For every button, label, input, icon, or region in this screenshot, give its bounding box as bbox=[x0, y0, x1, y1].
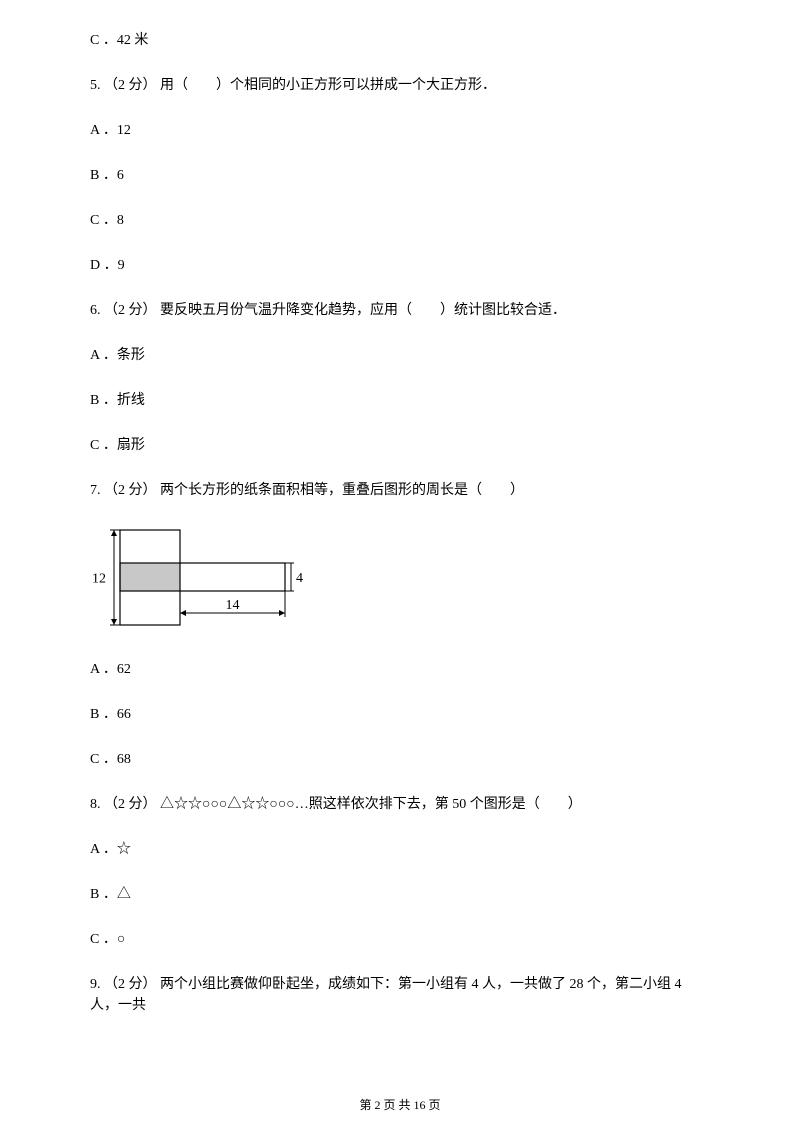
q8-option-a: A ．☆ bbox=[90, 839, 710, 860]
q6-option-c: C ．扇形 bbox=[90, 435, 710, 456]
q5-option-b: B ．6 bbox=[90, 165, 710, 186]
q6-stem: 6. （2 分） 要反映五月份气温升降变化趋势，应用（ ）统计图比较合适． bbox=[90, 300, 710, 321]
q9-text: 两个小组比赛做仰卧起坐，成绩如下：第一小组有 4 人，一共做了 28 个，第二小… bbox=[90, 977, 682, 1013]
q5-option-c: C ．8 bbox=[90, 210, 710, 231]
q8-number: 8. bbox=[90, 797, 101, 812]
svg-text:4: 4 bbox=[296, 571, 303, 586]
q7-option-a: A ．62 bbox=[90, 659, 710, 680]
q5-text: 用（ ）个相同的小正方形可以拼成一个大正方形． bbox=[160, 78, 496, 93]
q5-stem: 5. （2 分） 用（ ）个相同的小正方形可以拼成一个大正方形． bbox=[90, 75, 710, 96]
q8-text: △☆☆○○○△☆☆○○○…照这样依次排下去，第 50 个图形是（ ） bbox=[160, 797, 582, 812]
page-footer: 第 2 页 共 16 页 bbox=[0, 1096, 800, 1114]
q7-option-b: B ．66 bbox=[90, 704, 710, 725]
q5-number: 5. bbox=[90, 78, 101, 93]
q7-diagram: 12 14 4 bbox=[90, 525, 310, 635]
q5-option-d: D ．9 bbox=[90, 255, 710, 276]
q6-text: 要反映五月份气温升降变化趋势，应用（ ）统计图比较合适． bbox=[160, 303, 566, 318]
q9-stem: 9. （2 分） 两个小组比赛做仰卧起坐，成绩如下：第一小组有 4 人，一共做了… bbox=[90, 974, 710, 1016]
q6-option-a: A ．条形 bbox=[90, 345, 710, 366]
svg-text:12: 12 bbox=[92, 572, 106, 587]
q8-option-c: C ．○ bbox=[90, 929, 710, 950]
q7-text: 两个长方形的纸条面积相等，重叠后图形的周长是（ ） bbox=[160, 483, 524, 498]
q6-number: 6. bbox=[90, 303, 101, 318]
q7-points: （2 分） bbox=[104, 483, 157, 498]
q8-option-b: B ．△ bbox=[90, 884, 710, 905]
q5-option-a: A ．12 bbox=[90, 120, 710, 141]
q7-figure: 12 14 4 bbox=[90, 525, 710, 635]
q7-stem: 7. （2 分） 两个长方形的纸条面积相等，重叠后图形的周长是（ ） bbox=[90, 480, 710, 501]
q9-number: 9. bbox=[90, 977, 101, 992]
q7-number: 7. bbox=[90, 483, 101, 498]
q6-points: （2 分） bbox=[104, 303, 157, 318]
q4-option-c: C ．42 米 bbox=[90, 30, 710, 51]
q5-points: （2 分） bbox=[104, 78, 157, 93]
q9-points: （2 分） bbox=[104, 977, 157, 992]
svg-text:14: 14 bbox=[226, 598, 240, 613]
q6-option-b: B ．折线 bbox=[90, 390, 710, 411]
q8-stem: 8. （2 分） △☆☆○○○△☆☆○○○…照这样依次排下去，第 50 个图形是… bbox=[90, 794, 710, 815]
q8-points: （2 分） bbox=[104, 797, 157, 812]
q7-option-c: C ．68 bbox=[90, 749, 710, 770]
